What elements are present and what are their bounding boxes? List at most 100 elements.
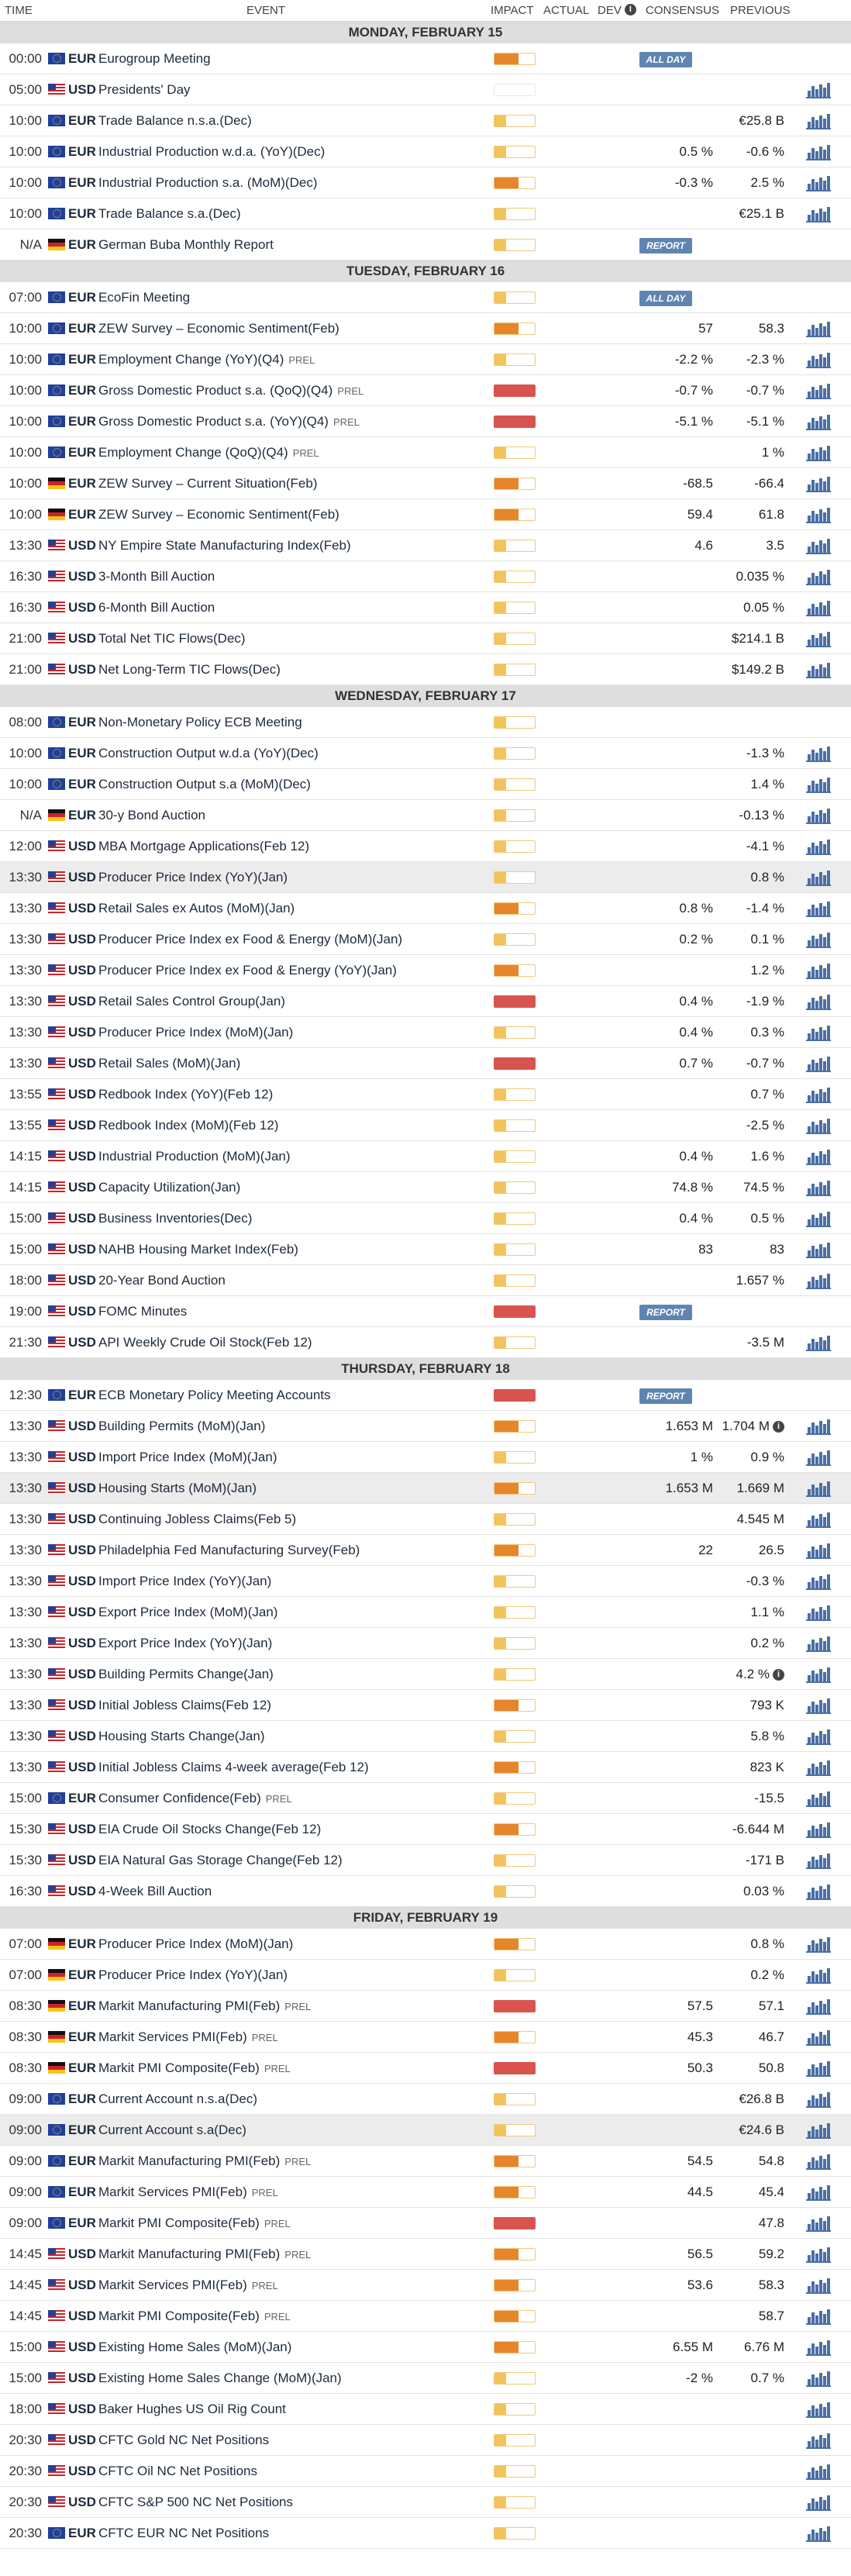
bar-chart-icon[interactable]: [806, 1998, 831, 2015]
event-row[interactable]: 14:15 USD Capacity Utilization(Jan) 74.8 % 7…: [0, 1172, 851, 1203]
event-title[interactable]: Existing Home Sales Change (MoM)(Jan): [98, 2370, 342, 2385]
bar-chart-icon[interactable]: [806, 2029, 831, 2046]
event-name[interactable]: Markit Services PMI(Feb) PREL: [98, 2185, 278, 2200]
event-title[interactable]: Baker Hughes US Oil Rig Count: [98, 2401, 286, 2416]
event-row[interactable]: 14:45 USD Markit PMI Composite(Feb) PREL 58.…: [0, 2301, 851, 2332]
event-row[interactable]: 13:30 USD Export Price Index (MoM)(Jan) 1.1…: [0, 1597, 851, 1628]
event-name[interactable]: Markit Services PMI(Feb) PREL: [98, 2278, 278, 2293]
event-row[interactable]: 09:00 EUR Current Account s.a(Dec) €24.6 B: [0, 2115, 851, 2146]
bar-chart-icon[interactable]: [806, 444, 831, 461]
event-title[interactable]: Export Price Index (YoY)(Jan): [98, 1635, 273, 1650]
event-title[interactable]: ZEW Survey – Economic Sentiment(Feb): [98, 506, 339, 522]
bar-chart-icon[interactable]: [806, 900, 831, 917]
event-title[interactable]: Eurogroup Meeting: [98, 50, 211, 66]
event-title[interactable]: Producer Price Index (MoM)(Jan): [98, 1936, 294, 1951]
bar-chart-icon[interactable]: [806, 962, 831, 979]
event-row[interactable]: 10:00 EUR ZEW Survey – Current Situation(F…: [0, 468, 851, 499]
event-name[interactable]: Trade Balance s.a.(Dec): [98, 206, 241, 222]
event-row[interactable]: 20:30 USD CFTC Oil NC Net Positions: [0, 2456, 851, 2487]
event-row[interactable]: 13:30 USD Housing Starts Change(Jan) 5.8 %: [0, 1721, 851, 1752]
event-row[interactable]: 13:30 USD Import Price Index (YoY)(Jan) -0.…: [0, 1566, 851, 1597]
bar-chart-icon[interactable]: [806, 661, 831, 678]
event-name[interactable]: Industrial Production (MoM)(Jan): [98, 1149, 291, 1164]
event-row[interactable]: 14:45 USD Markit Services PMI(Feb) PREL 53.6…: [0, 2270, 851, 2301]
event-row[interactable]: 08:30 EUR Markit PMI Composite(Feb) PREL 50.…: [0, 2053, 851, 2084]
event-row[interactable]: N/A EUR 30-y Bond Auction -0.13 %: [0, 800, 851, 831]
event-row[interactable]: 21:00 USD Total Net TIC Flows(Dec) $214.1 B: [0, 623, 851, 654]
event-name[interactable]: Export Price Index (YoY)(Jan): [98, 1636, 272, 1651]
event-row[interactable]: 10:00 EUR ZEW Survey – Economic Sentiment(…: [0, 313, 851, 344]
bar-chart-icon[interactable]: [806, 1334, 831, 1351]
event-title[interactable]: Employment Change (QoQ)(Q4): [98, 444, 288, 460]
bar-chart-icon[interactable]: [806, 2401, 831, 2418]
event-row[interactable]: 18:00 USD Baker Hughes US Oil Rig Count: [0, 2394, 851, 2425]
event-name[interactable]: ECB Monetary Policy Meeting Accounts: [98, 1388, 331, 1403]
event-title[interactable]: Retail Sales ex Autos (MoM)(Jan): [98, 900, 295, 916]
bar-chart-icon[interactable]: [806, 1117, 831, 1134]
event-title[interactable]: 3-Month Bill Auction: [98, 568, 215, 584]
event-title[interactable]: Capacity Utilization(Jan): [98, 1179, 241, 1195]
event-title[interactable]: Industrial Production (MoM)(Jan): [98, 1148, 291, 1164]
event-row[interactable]: 15:00 EUR Consumer Confidence(Feb) PREL -15.…: [0, 1783, 851, 1814]
event-name[interactable]: Import Price Index (YoY)(Jan): [98, 1574, 271, 1589]
event-name[interactable]: Consumer Confidence(Feb) PREL: [98, 1791, 292, 1806]
event-name[interactable]: 6-Month Bill Auction: [98, 600, 215, 616]
event-title[interactable]: Producer Price Index (YoY)(Jan): [98, 869, 288, 885]
event-name[interactable]: German Buba Monthly Report: [98, 237, 274, 253]
event-name[interactable]: EIA Natural Gas Storage Change(Feb 12): [98, 1853, 343, 1868]
event-name[interactable]: CFTC Gold NC Net Positions: [98, 2433, 269, 2448]
bar-chart-icon[interactable]: [806, 81, 831, 98]
event-name[interactable]: Initial Jobless Claims 4-week average(Fe…: [98, 1760, 369, 1775]
event-title[interactable]: MBA Mortgage Applications(Feb 12): [98, 838, 310, 853]
event-row[interactable]: 13:30 USD NY Empire State Manufacturing In…: [0, 530, 851, 561]
event-title[interactable]: Import Price Index (YoY)(Jan): [98, 1573, 272, 1588]
event-name[interactable]: Gross Domestic Product s.a. (QoQ)(Q4) PRE…: [98, 383, 363, 398]
bar-chart-icon[interactable]: [806, 1790, 831, 1807]
bar-chart-icon[interactable]: [806, 776, 831, 793]
bar-chart-icon[interactable]: [806, 2525, 831, 2542]
event-title[interactable]: ZEW Survey – Economic Sentiment(Feb): [98, 320, 339, 336]
bar-chart-icon[interactable]: [806, 174, 831, 191]
event-title[interactable]: Markit PMI Composite(Feb): [98, 2215, 260, 2230]
event-title[interactable]: API Weekly Crude Oil Stock(Feb 12): [98, 1334, 312, 1350]
bar-chart-icon[interactable]: [806, 413, 831, 430]
event-row[interactable]: 13:30 USD Export Price Index (YoY)(Jan) 0.2…: [0, 1628, 851, 1659]
bar-chart-icon[interactable]: [806, 1055, 831, 1072]
event-name[interactable]: Total Net TIC Flows(Dec): [98, 631, 246, 647]
event-title[interactable]: 4-Week Bill Auction: [98, 1883, 212, 1898]
event-title[interactable]: CFTC Gold NC Net Positions: [98, 2432, 270, 2447]
bar-chart-icon[interactable]: [806, 2215, 831, 2232]
bar-chart-icon[interactable]: [806, 112, 831, 129]
event-name[interactable]: Producer Price Index (YoY)(Jan): [98, 870, 288, 885]
bar-chart-icon[interactable]: [806, 2494, 831, 2511]
event-name[interactable]: CFTC Oil NC Net Positions: [98, 2464, 257, 2479]
event-name[interactable]: Producer Price Index (MoM)(Jan): [98, 1025, 293, 1040]
event-name[interactable]: Retail Sales (MoM)(Jan): [98, 1056, 240, 1071]
bar-chart-icon[interactable]: [806, 1635, 831, 1652]
event-name[interactable]: Net Long-Term TIC Flows(Dec): [98, 662, 281, 678]
bar-chart-icon[interactable]: [806, 2184, 831, 2201]
event-title[interactable]: Markit Services PMI(Feb): [98, 2029, 247, 2044]
event-name[interactable]: Philadelphia Fed Manufacturing Survey(Fe…: [98, 1543, 360, 1558]
bar-chart-icon[interactable]: [806, 2463, 831, 2480]
bar-chart-icon[interactable]: [806, 475, 831, 492]
bar-chart-icon[interactable]: [806, 931, 831, 948]
bar-chart-icon[interactable]: [806, 382, 831, 399]
event-title[interactable]: Continuing Jobless Claims(Feb 5): [98, 1511, 297, 1526]
event-row[interactable]: 05:00 USD Presidents' Day: [0, 74, 851, 105]
bar-chart-icon[interactable]: [806, 1883, 831, 1900]
bar-chart-icon[interactable]: [806, 506, 831, 523]
event-name[interactable]: Producer Price Index (MoM)(Jan): [98, 1936, 293, 1952]
event-row[interactable]: 07:00 EUR Producer Price Index (MoM)(Jan) 0…: [0, 1929, 851, 1960]
event-name[interactable]: Producer Price Index ex Food & Energy (Y…: [98, 963, 397, 978]
event-name[interactable]: Housing Starts Change(Jan): [98, 1729, 265, 1744]
event-title[interactable]: Producer Price Index ex Food & Energy (Y…: [98, 962, 397, 978]
bar-chart-icon[interactable]: [806, 1179, 831, 1196]
event-title[interactable]: Retail Sales (MoM)(Jan): [98, 1055, 241, 1071]
event-name[interactable]: EIA Crude Oil Stocks Change(Feb 12): [98, 1822, 321, 1837]
event-row[interactable]: 10:00 EUR Industrial Production s.a. (MoM)…: [0, 167, 851, 198]
event-title[interactable]: NY Empire State Manufacturing Index(Feb): [98, 537, 351, 553]
event-row[interactable]: 13:30 USD Continuing Jobless Claims(Feb 5)…: [0, 1504, 851, 1535]
event-title[interactable]: Redbook Index (MoM)(Feb 12): [98, 1117, 279, 1133]
bar-chart-icon[interactable]: [806, 1852, 831, 1869]
